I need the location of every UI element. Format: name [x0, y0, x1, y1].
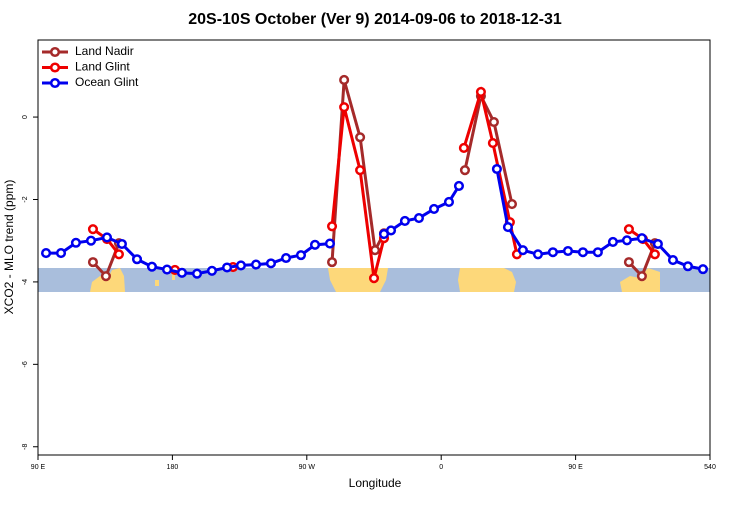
chart-title: 20S-10S October (Ver 9) 2014-09-06 to 20…	[188, 11, 562, 28]
point	[326, 257, 338, 268]
point	[355, 132, 366, 143]
point	[176, 267, 188, 278]
legend-marker	[49, 62, 61, 73]
point	[326, 221, 338, 232]
point	[636, 271, 647, 282]
point	[562, 245, 574, 257]
point	[324, 238, 335, 249]
point	[250, 259, 262, 270]
point	[621, 235, 633, 246]
x-tick-label: 90 W	[299, 464, 316, 471]
point	[697, 264, 709, 275]
point	[487, 137, 498, 149]
y-axis-label: XCO2 - MLO trend (ppm)	[2, 180, 16, 315]
x-tick-label: 90 E	[568, 464, 583, 471]
point	[280, 252, 292, 264]
point	[55, 248, 67, 259]
point	[488, 116, 499, 128]
point	[222, 262, 233, 273]
point	[101, 232, 113, 243]
point	[636, 233, 647, 244]
point	[235, 260, 246, 271]
point	[623, 224, 634, 235]
point	[443, 196, 455, 208]
point	[649, 249, 660, 260]
point	[385, 225, 397, 236]
x-tick-label: 180	[167, 464, 179, 471]
point	[70, 237, 81, 248]
legend-label: Land Nadir	[75, 44, 134, 58]
point	[428, 203, 440, 215]
point	[41, 248, 52, 259]
x-tick-label: 540	[704, 464, 716, 471]
point	[113, 249, 124, 260]
legend-label: Land Glint	[75, 60, 130, 74]
point	[623, 257, 634, 268]
point	[161, 264, 173, 275]
point	[116, 238, 127, 250]
point	[517, 245, 528, 256]
point	[459, 165, 470, 176]
point	[131, 254, 143, 265]
point	[547, 247, 558, 258]
point	[146, 261, 157, 272]
point	[339, 74, 350, 86]
plot-frame	[37, 39, 711, 456]
point	[502, 222, 514, 233]
point	[682, 261, 693, 272]
x-tick-label: 0	[439, 464, 443, 471]
point	[413, 212, 424, 224]
point	[667, 255, 679, 266]
point	[355, 165, 366, 176]
point	[532, 249, 544, 260]
y-tick-label: -6	[22, 361, 29, 367]
point	[491, 163, 502, 175]
point	[607, 236, 618, 247]
point	[339, 102, 350, 113]
legend-marker	[49, 77, 61, 89]
point	[458, 142, 469, 154]
point	[87, 257, 99, 268]
point	[592, 247, 603, 258]
y-tick-label: -2	[22, 196, 29, 202]
point	[295, 250, 307, 261]
point	[399, 215, 410, 226]
point	[309, 239, 321, 250]
point	[652, 238, 663, 250]
point	[206, 265, 218, 276]
y-tick-label: -4	[22, 279, 29, 285]
point	[453, 180, 465, 191]
point	[506, 198, 518, 210]
legend-label: Ocean Glint	[75, 75, 139, 89]
point	[87, 224, 99, 235]
series-line	[46, 168, 704, 276]
point	[475, 86, 486, 97]
point	[369, 245, 381, 256]
point	[577, 247, 588, 258]
legend-marker	[49, 46, 61, 58]
point	[100, 271, 111, 282]
point	[191, 268, 203, 279]
y-tick-label: 0	[22, 115, 29, 119]
point	[368, 273, 380, 284]
point	[265, 258, 277, 269]
x-tick-label: 90 E	[31, 464, 46, 471]
x-axis-label: Longitude	[349, 476, 402, 490]
point	[85, 235, 97, 246]
y-tick-label: -8	[22, 444, 29, 450]
